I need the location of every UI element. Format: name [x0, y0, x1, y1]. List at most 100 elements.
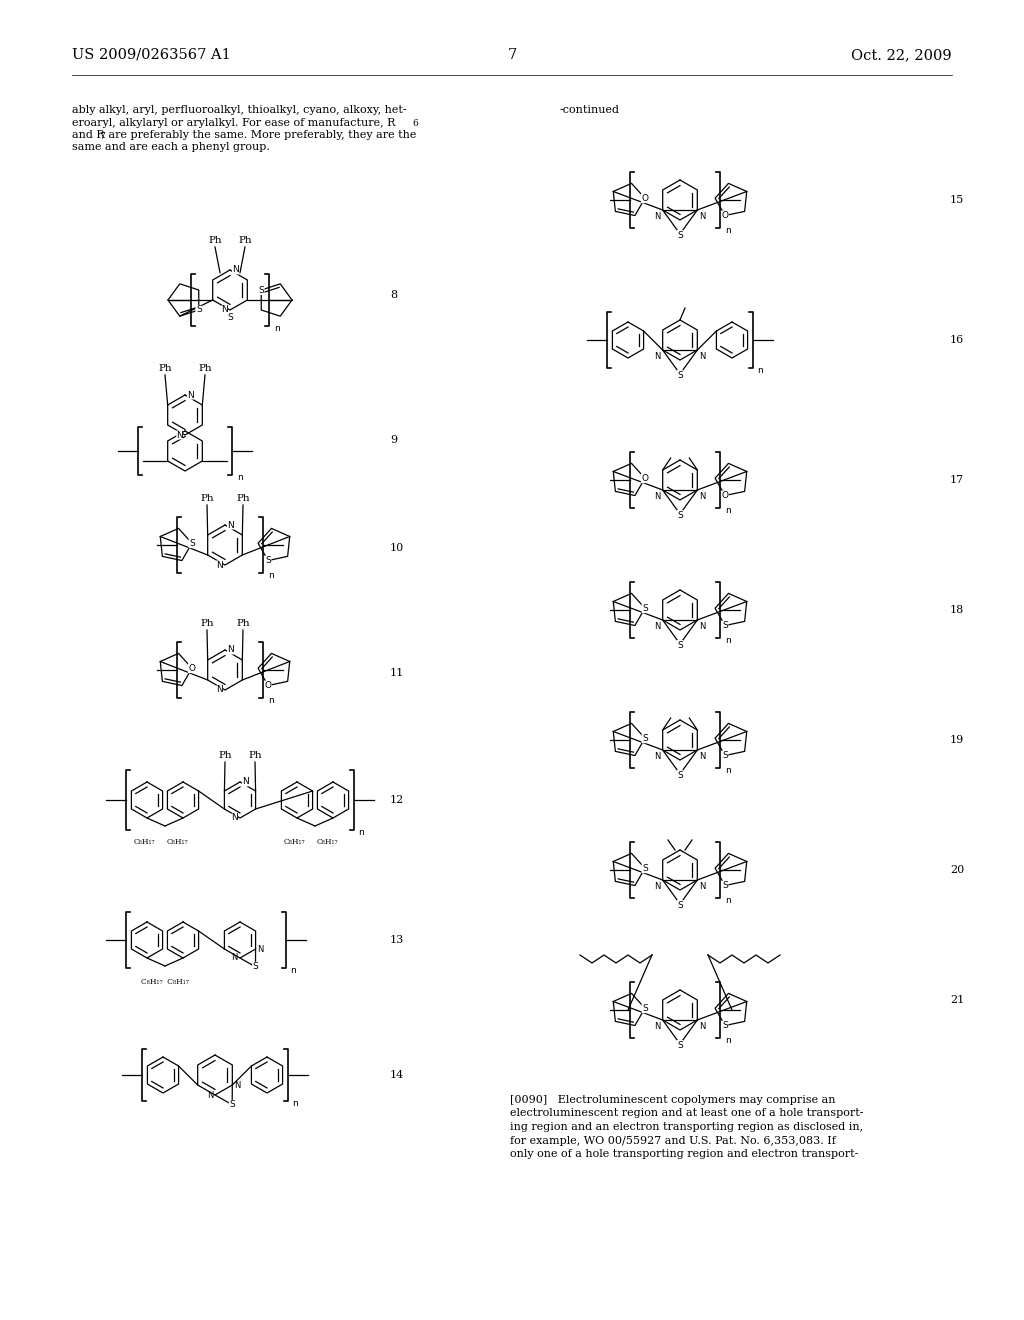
Text: N: N: [699, 622, 706, 631]
Text: O: O: [641, 474, 648, 483]
Text: N: N: [227, 520, 233, 529]
Text: ing region and an electron transporting region as disclosed in,: ing region and an electron transporting …: [510, 1122, 863, 1133]
Text: S: S: [722, 1022, 728, 1030]
Text: 13: 13: [390, 935, 404, 945]
Text: n: n: [725, 226, 731, 235]
Text: 7: 7: [99, 132, 104, 141]
Text: S: S: [196, 305, 202, 314]
Text: S: S: [722, 751, 728, 760]
Text: -continued: -continued: [560, 106, 620, 115]
Text: S: S: [227, 314, 232, 322]
Text: electroluminescent region and at least one of a hole transport-: electroluminescent region and at least o…: [510, 1109, 863, 1118]
Text: O: O: [264, 681, 271, 690]
Text: N: N: [232, 265, 239, 275]
Text: N: N: [231, 953, 238, 962]
Text: N: N: [234, 1081, 241, 1089]
Text: S: S: [722, 880, 728, 890]
Text: C₈H₁₇: C₈H₁₇: [284, 838, 305, 846]
Text: C₈H₁₇: C₈H₁₇: [167, 838, 188, 846]
Text: 14: 14: [390, 1071, 404, 1080]
Text: O: O: [188, 664, 196, 673]
Text: 15: 15: [950, 195, 965, 205]
Text: [0090]   Electroluminescent copolymers may comprise an: [0090] Electroluminescent copolymers may…: [510, 1096, 836, 1105]
Text: eroaryl, alkylaryl or arylalkyl. For ease of manufacture, R: eroaryl, alkylaryl or arylalkyl. For eas…: [72, 117, 395, 128]
Text: 21: 21: [950, 995, 965, 1005]
Text: Ph: Ph: [248, 751, 262, 760]
Text: 10: 10: [390, 543, 404, 553]
Text: N: N: [221, 305, 228, 314]
Text: US 2009/0263567 A1: US 2009/0263567 A1: [72, 48, 230, 62]
Text: ably alkyl, aryl, perfluoroalkyl, thioalkyl, cyano, alkoxy, het-: ably alkyl, aryl, perfluoroalkyl, thioal…: [72, 106, 407, 115]
Text: N: N: [699, 1022, 706, 1031]
Text: N: N: [654, 752, 660, 762]
Text: C₈H₁₇  C₈H₁₇: C₈H₁₇ C₈H₁₇: [141, 978, 188, 986]
Text: n: n: [725, 1036, 731, 1045]
Text: n: n: [293, 1100, 298, 1107]
Text: N: N: [216, 685, 223, 694]
Text: 20: 20: [950, 865, 965, 875]
Text: N: N: [654, 352, 660, 360]
Text: n: n: [358, 828, 365, 837]
Text: Ph: Ph: [239, 236, 252, 246]
Text: C₈H₁₇: C₈H₁₇: [317, 838, 339, 846]
Text: n: n: [238, 473, 243, 482]
Text: n: n: [758, 366, 763, 375]
Text: O: O: [722, 491, 729, 500]
Text: n: n: [725, 506, 731, 515]
Text: Ph: Ph: [237, 619, 250, 628]
Text: O: O: [641, 194, 648, 203]
Text: Ph: Ph: [218, 751, 231, 760]
Text: 6: 6: [412, 120, 418, 128]
Text: Ph: Ph: [237, 494, 250, 503]
Text: S: S: [642, 603, 648, 612]
Text: 11: 11: [390, 668, 404, 678]
Text: N: N: [699, 352, 706, 360]
Text: Oct. 22, 2009: Oct. 22, 2009: [851, 48, 952, 62]
Text: S: S: [265, 556, 271, 565]
Text: n: n: [725, 896, 731, 906]
Text: S: S: [642, 734, 648, 743]
Text: S: S: [677, 371, 683, 380]
Text: n: n: [291, 966, 296, 975]
Text: Ph: Ph: [208, 236, 222, 246]
Text: S: S: [677, 231, 683, 239]
Text: 18: 18: [950, 605, 965, 615]
Text: N: N: [699, 213, 706, 220]
Text: N: N: [231, 813, 238, 822]
Text: Ph: Ph: [200, 619, 214, 628]
Text: 7: 7: [507, 48, 517, 62]
Text: N: N: [207, 1090, 213, 1100]
Text: S: S: [229, 1101, 236, 1109]
Text: S: S: [253, 962, 258, 972]
Text: N: N: [654, 622, 660, 631]
Text: N: N: [242, 777, 249, 787]
Text: Ph: Ph: [199, 364, 212, 374]
Text: 9: 9: [390, 436, 397, 445]
Text: O: O: [722, 211, 729, 220]
Text: n: n: [725, 766, 731, 775]
Text: N: N: [654, 882, 660, 891]
Text: n: n: [268, 572, 273, 579]
Text: S: S: [677, 511, 683, 520]
Text: S: S: [642, 863, 648, 873]
Text: N: N: [699, 882, 706, 891]
Text: S: S: [677, 771, 683, 780]
Text: N: N: [176, 430, 183, 440]
Text: C₈H₁₇: C₈H₁₇: [133, 838, 155, 846]
Text: same and are each a phenyl group.: same and are each a phenyl group.: [72, 143, 270, 153]
Text: N: N: [258, 945, 264, 953]
Text: S: S: [677, 1040, 683, 1049]
Text: 8: 8: [390, 290, 397, 300]
Text: Ph: Ph: [158, 364, 172, 374]
Text: S: S: [677, 640, 683, 649]
Text: n: n: [725, 636, 731, 645]
Text: 12: 12: [390, 795, 404, 805]
Text: N: N: [699, 492, 706, 502]
Text: S: S: [258, 285, 264, 294]
Text: S: S: [722, 620, 728, 630]
Text: N: N: [187, 391, 194, 400]
Text: 17: 17: [950, 475, 965, 484]
Text: and R: and R: [72, 129, 104, 140]
Text: S: S: [642, 1003, 648, 1012]
Text: N: N: [654, 492, 660, 502]
